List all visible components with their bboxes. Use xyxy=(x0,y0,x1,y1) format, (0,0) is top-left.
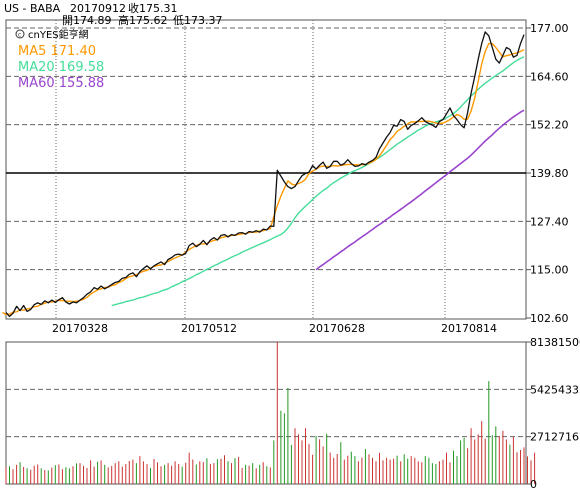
series-line-ma60 xyxy=(315,109,525,271)
high-price-label: 高175.62 xyxy=(118,13,168,27)
volume-panel-frame xyxy=(5,341,527,485)
y-tick-label: 177.00 xyxy=(530,22,569,35)
low-price-label: 低173.37 xyxy=(173,14,223,27)
y-tick-label: 102.60 xyxy=(530,312,569,325)
price-series-group xyxy=(2,31,525,318)
open-price-label: 開174.89 xyxy=(62,14,112,27)
date-axis: 20170328 20170512 20170628 20170814 xyxy=(52,20,497,484)
legend-ma20: MA20 169.58 xyxy=(18,60,104,75)
series-line-ma20 xyxy=(111,56,525,307)
volume-bars xyxy=(5,342,536,484)
x-tick-label: 20170814 xyxy=(441,322,497,335)
volume-tick-label: 0 xyxy=(530,478,537,491)
y-tick-label: 152.20 xyxy=(530,119,569,132)
volume-tick-label: 81381500 xyxy=(530,336,580,349)
logo-text: cnYES鉅亨網 xyxy=(28,28,89,41)
y-tick-label: 164.60 xyxy=(530,70,569,83)
symbol-label: US - BABA xyxy=(4,2,61,15)
copyright-icon xyxy=(15,29,25,39)
legend-ma60: MA60 155.88 xyxy=(18,76,104,91)
close-price-label: 收175.31 xyxy=(128,1,178,15)
y-tick-label: 115.00 xyxy=(530,264,569,277)
x-tick-label: 20170628 xyxy=(309,322,365,335)
copyright-glyph: c xyxy=(18,32,21,39)
price-axis: 102.60 115.00 127.40 139.80 152.20 164.60 177.… xyxy=(526,22,569,325)
series-line-price xyxy=(5,31,525,318)
series-line-ma5 xyxy=(2,42,525,316)
cnyes-logo: c cnYES鉅亨網 xyxy=(15,28,89,41)
volume-grid xyxy=(6,388,526,438)
y-tick-label: 127.40 xyxy=(530,215,569,228)
x-tick-label: 20170328 xyxy=(52,322,108,335)
volume-tick-label: 27127167 xyxy=(530,431,580,444)
volume-tick-label: 54254333 xyxy=(530,383,580,396)
y-tick-label: 139.80 xyxy=(530,167,569,180)
legend-ma5: MA5 171.40 xyxy=(18,44,96,59)
x-tick-label: 20170512 xyxy=(181,322,237,335)
date-label: 20170912 xyxy=(70,2,126,15)
volume-axis: 0 27127167 54254333 81381500 xyxy=(526,336,580,491)
price-grid xyxy=(6,27,526,271)
